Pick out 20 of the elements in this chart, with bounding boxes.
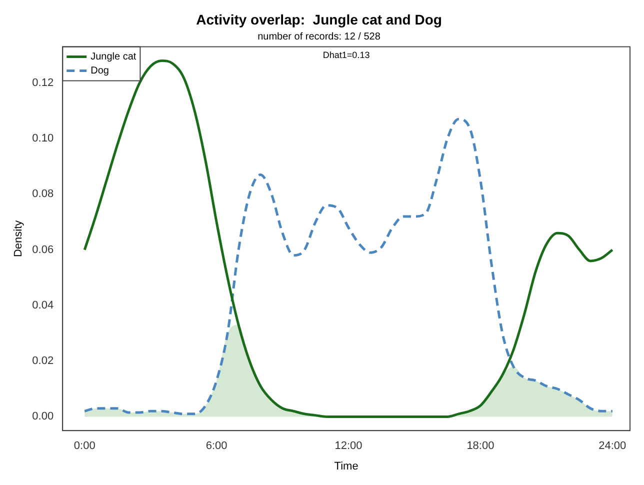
legend-label: Jungle cat	[90, 52, 136, 63]
x-axis-title: Time	[334, 460, 358, 472]
y-axis-title: Density	[12, 220, 25, 258]
annotation: Dhat1=0.13	[322, 50, 370, 60]
y-tick-label: 0.02	[32, 355, 54, 368]
y-tick-label: 0.06	[32, 244, 54, 256]
y-tick-label: 0.12	[32, 76, 54, 89]
x-tick-label: 12:00	[334, 440, 362, 452]
chart-subtitle: number of records: 12 / 528	[258, 32, 381, 43]
x-tick-label: 18:00	[466, 440, 494, 452]
line-series	[83, 118, 614, 416]
legend-label: Dog	[90, 66, 109, 77]
x-tick-label: 6:00	[206, 440, 228, 452]
y-tick-label: 0.00	[32, 410, 54, 423]
y-tick-label: 0.08	[32, 188, 54, 200]
x-tick-label: 0:00	[74, 440, 96, 452]
y-tick-label: 0.04	[32, 299, 54, 312]
y-tick-label: 0.10	[32, 132, 54, 145]
x-tick-label: 24:00	[598, 440, 626, 452]
chart-title: Activity overlap: Jungle cat and Dog	[196, 11, 442, 28]
